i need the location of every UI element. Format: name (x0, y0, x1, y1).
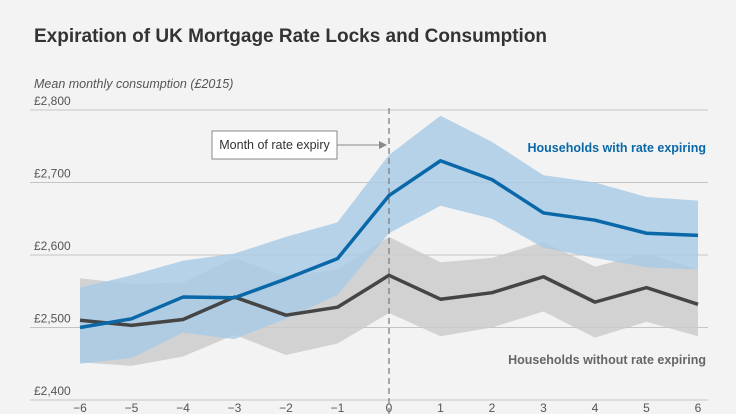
y-tick-label: £2,800 (34, 94, 71, 108)
x-tick-label: −1 (331, 401, 345, 414)
y-tick-label: £2,400 (34, 384, 71, 398)
confidence-band (80, 115, 698, 364)
y-axis-label: Mean monthly consumption (£2015) (34, 77, 234, 91)
series-line (79, 273, 699, 328)
y-tick-label: £2,700 (34, 167, 71, 181)
x-tick-label: −4 (176, 401, 190, 414)
series-line (79, 159, 699, 330)
annotation-text: Month of rate expiry (219, 138, 330, 152)
x-tick-label: 1 (437, 401, 444, 414)
x-tick-label: 6 (695, 401, 702, 414)
x-tick-label: 0 (386, 401, 393, 414)
x-tick-label: 2 (489, 401, 496, 414)
x-tick-label: −6 (73, 401, 87, 414)
x-tick-label: −5 (125, 401, 139, 414)
annotation-arrow-head (379, 141, 387, 149)
y-tick-label: £2,500 (34, 312, 71, 326)
x-tick-label: −2 (279, 401, 293, 414)
x-tick-label: −3 (228, 401, 242, 414)
series-label-without: Households without rate expiring (508, 353, 706, 367)
chart-title: Expiration of UK Mortgage Rate Locks and… (34, 26, 548, 47)
x-tick-label: 5 (643, 401, 650, 414)
annotation-box (211, 130, 338, 160)
x-tick-label: 3 (540, 401, 547, 414)
series-label-with: Households with rate expiring (528, 141, 707, 155)
x-tick-label: 4 (592, 401, 599, 414)
y-tick-label: £2,600 (34, 239, 71, 253)
